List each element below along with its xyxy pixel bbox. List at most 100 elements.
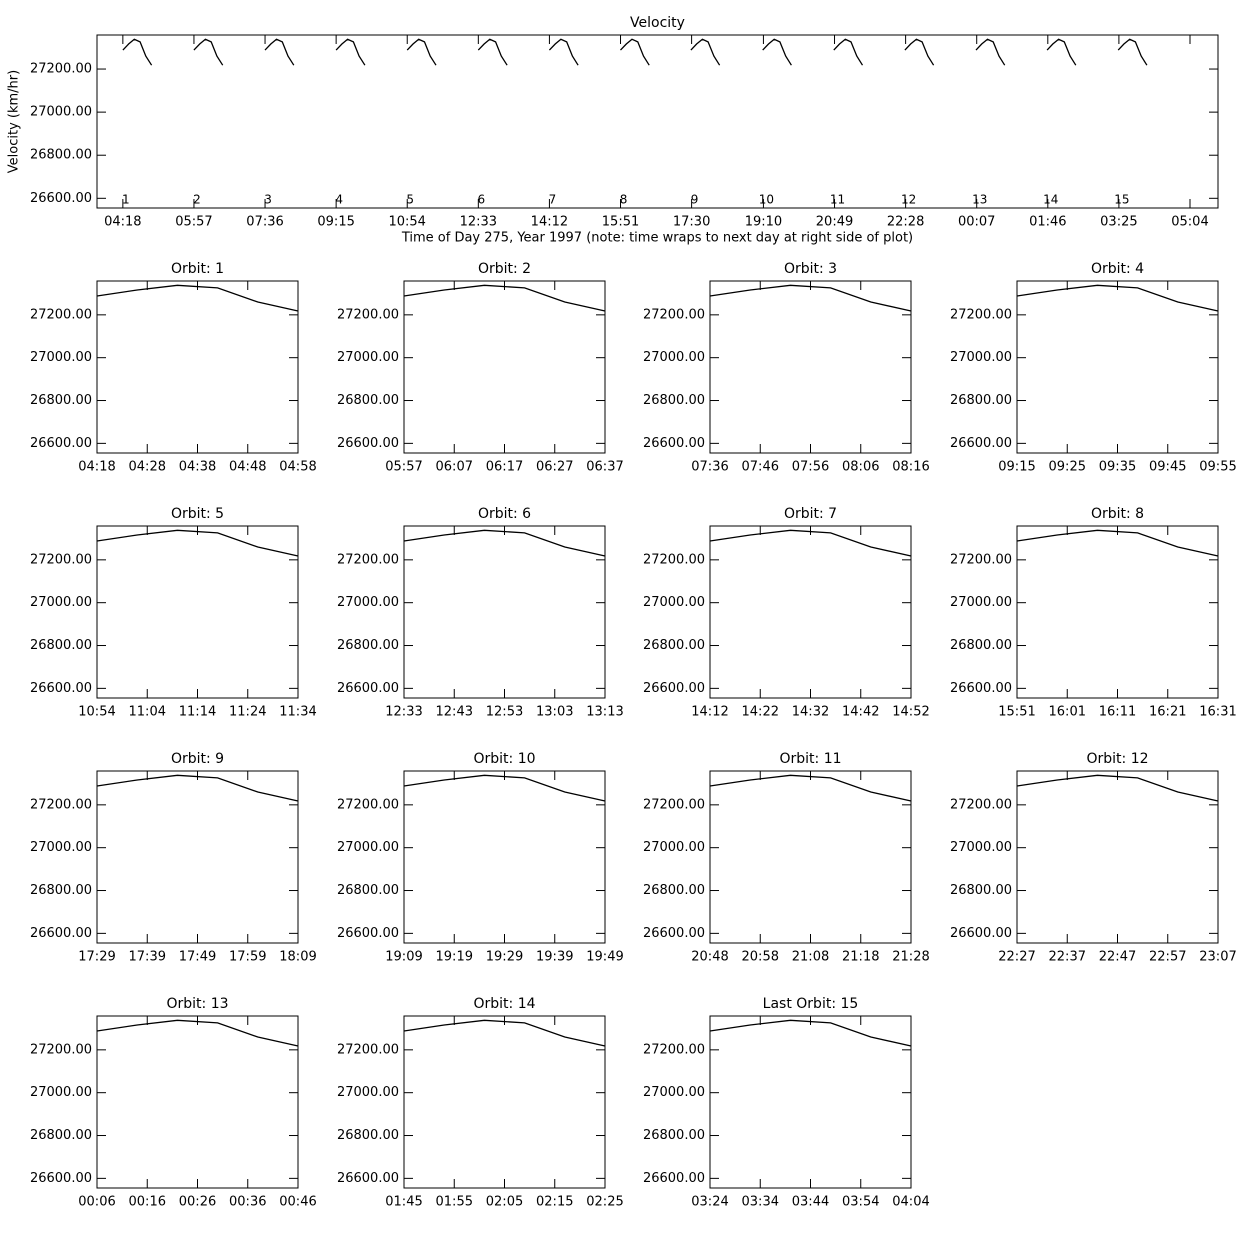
chart-title: Orbit: 11 [779, 751, 841, 767]
orbit-number: 8 [620, 193, 628, 207]
x-tick-label: 11:04 [129, 705, 166, 720]
x-tick-label: 12:53 [486, 705, 523, 720]
x-tick-label: 14:32 [792, 705, 829, 720]
y-tick-label: 26800.00 [337, 883, 399, 898]
x-tick-label: 05:57 [175, 215, 212, 230]
chart-title: Orbit: 4 [1091, 261, 1144, 277]
x-tick-label: 11:14 [179, 705, 216, 720]
y-tick-label: 26800.00 [643, 638, 705, 653]
x-tick-label: 19:49 [586, 950, 623, 965]
orbit-number: 3 [264, 193, 272, 207]
orbit-number: 15 [1114, 193, 1129, 207]
x-tick-label: 14:12 [531, 215, 568, 230]
y-tick-label: 27000.00 [30, 840, 92, 855]
y-tick-label: 26800.00 [950, 883, 1012, 898]
orbit-number: 13 [972, 193, 987, 207]
x-tick-label: 22:57 [1149, 950, 1186, 965]
x-tick-label: 22:27 [998, 950, 1035, 965]
x-tick-label: 16:01 [1049, 705, 1086, 720]
y-tick-label: 26800.00 [643, 393, 705, 408]
chart-title: Orbit: 12 [1086, 751, 1148, 767]
x-tick-label: 14:42 [842, 705, 879, 720]
x-tick-label: 12:33 [385, 705, 422, 720]
y-tick-label: 26600.00 [337, 436, 399, 451]
chart-title: Orbit: 10 [473, 751, 535, 767]
y-tick-label: 27200.00 [643, 797, 705, 812]
y-tick-label: 26800.00 [950, 638, 1012, 653]
y-tick-label: 27200.00 [337, 797, 399, 812]
x-tick-label: 20:49 [816, 215, 853, 230]
x-tick-label: 09:15 [317, 215, 354, 230]
chart-title: Orbit: 3 [784, 261, 837, 277]
x-tick-label: 15:51 [998, 705, 1035, 720]
y-tick-label: 27200.00 [950, 552, 1012, 567]
plot-frame [96, 34, 1219, 209]
velocity-line [1016, 529, 1219, 557]
y-tick-label: 27000.00 [337, 595, 399, 610]
y-tick-label: 26600.00 [643, 681, 705, 696]
y-tick-label: 27200.00 [30, 797, 92, 812]
x-tick-label: 10:54 [388, 215, 425, 230]
y-tick-label: 27000.00 [950, 840, 1012, 855]
chart-title: Orbit: 14 [473, 996, 535, 1012]
x-tick-label: 09:35 [1099, 460, 1136, 475]
chart-title: Last Orbit: 15 [763, 996, 859, 1012]
y-tick-label: 27200.00 [337, 307, 399, 322]
orbit-number: 12 [901, 193, 916, 207]
y-tick-label: 26600.00 [337, 681, 399, 696]
x-tick-label: 19:39 [536, 950, 573, 965]
velocity-line [96, 774, 299, 802]
x-tick-label: 04:48 [229, 460, 266, 475]
x-tick-label: 04:38 [179, 460, 216, 475]
y-tick-label: 26600.00 [30, 1171, 92, 1186]
x-tick-label: 17:59 [229, 950, 266, 965]
velocity-line [1016, 284, 1219, 312]
y-tick-label: 26600.00 [30, 436, 92, 451]
orbit-number: 14 [1043, 193, 1058, 207]
x-tick-label: 03:44 [792, 1195, 829, 1210]
chart-title: Velocity [630, 15, 685, 31]
x-tick-label: 07:36 [246, 215, 283, 230]
y-tick-label: 26800.00 [643, 1128, 705, 1143]
x-tick-label: 00:26 [179, 1195, 216, 1210]
x-tick-label: 15:51 [602, 215, 639, 230]
x-tick-label: 21:08 [792, 950, 829, 965]
velocity-line [403, 284, 606, 312]
y-tick-label: 26800.00 [30, 1128, 92, 1143]
x-tick-label: 08:06 [842, 460, 879, 475]
x-tick-label: 19:19 [436, 950, 473, 965]
x-tick-label: 01:46 [1029, 215, 1066, 230]
y-tick-label: 26800.00 [30, 883, 92, 898]
x-tick-label: 13:03 [536, 705, 573, 720]
y-tick-label: 27200.00 [950, 797, 1012, 812]
y-tick-label: 27200.00 [337, 1042, 399, 1057]
x-tick-label: 19:10 [745, 215, 782, 230]
chart-title: Orbit: 5 [171, 506, 224, 522]
x-tick-label: 19:29 [486, 950, 523, 965]
y-tick-label: 27200.00 [30, 552, 92, 567]
x-tick-label: 07:56 [792, 460, 829, 475]
y-tick-label: 26600.00 [337, 1171, 399, 1186]
y-tick-label: 27000.00 [950, 595, 1012, 610]
velocity-line [709, 774, 912, 802]
velocity-line [709, 529, 912, 557]
y-tick-label: 27200.00 [30, 1042, 92, 1057]
x-tick-label: 00:07 [958, 215, 995, 230]
orbit-number: 10 [759, 193, 774, 207]
y-tick-label: 27200.00 [30, 62, 92, 77]
y-tick-label: 27000.00 [30, 350, 92, 365]
y-tick-label: 27000.00 [643, 840, 705, 855]
x-tick-label: 08:16 [892, 460, 929, 475]
velocity-line [403, 1019, 606, 1047]
x-tick-label: 06:27 [536, 460, 573, 475]
y-tick-label: 26800.00 [30, 638, 92, 653]
x-tick-label: 21:28 [892, 950, 929, 965]
x-tick-label: 22:47 [1099, 950, 1136, 965]
x-tick-label: 00:36 [229, 1195, 266, 1210]
y-tick-label: 26600.00 [643, 1171, 705, 1186]
velocity-line [96, 529, 299, 557]
x-tick-label: 01:45 [385, 1195, 422, 1210]
x-tick-label: 09:55 [1199, 460, 1236, 475]
y-tick-label: 27000.00 [30, 595, 92, 610]
